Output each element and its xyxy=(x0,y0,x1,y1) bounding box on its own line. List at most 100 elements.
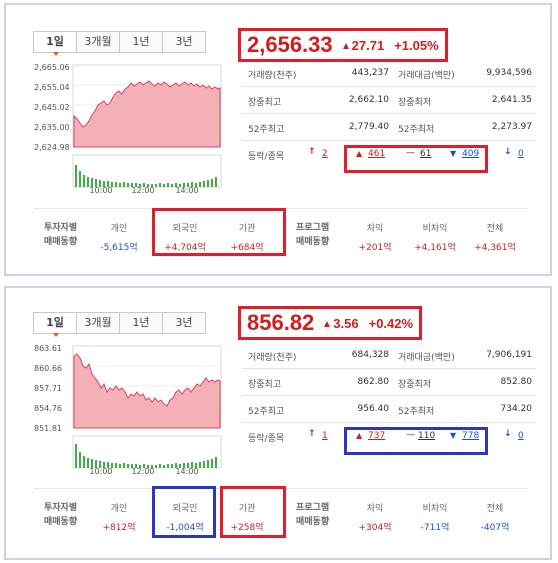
program-total-header: 전체 xyxy=(486,504,504,514)
non-arbitrage-value: -711억 xyxy=(420,523,450,533)
investor-label: 투자자별 매매동향 xyxy=(44,221,77,249)
unchanged-count[interactable]: 61 xyxy=(420,149,432,159)
institution-cell: 기관 +258억 xyxy=(222,501,272,533)
upper-limit-count[interactable]: 2 xyxy=(322,149,328,159)
52week-low-value: 2,273.97 xyxy=(491,122,532,132)
investor-label-line1: 투자자별 xyxy=(44,223,78,233)
turnover-value: 7,906,191 xyxy=(486,350,532,360)
y-tick: 2,665.06 xyxy=(34,63,70,72)
y-tick: 854.76 xyxy=(34,404,62,413)
tab-1year[interactable]: 1년 xyxy=(119,31,163,53)
arbitrage-header: 차익 xyxy=(366,504,384,514)
y-tick: 2,635.00 xyxy=(34,123,70,132)
price-change-percent: +1.05% xyxy=(394,37,439,53)
down-triangle-icon: ▼ xyxy=(450,149,457,158)
non-arbitrage-header: 비차익 xyxy=(422,504,448,514)
investor-trading-section: 투자자별 매매동향 개인 +812억 외국인 -1,004억 기관 +258억 … xyxy=(34,488,528,548)
stats-row-intraday: 장중최고 2,662.10 장중최저 2,641.35 xyxy=(242,87,536,114)
tab-3year[interactable]: 3년 xyxy=(162,31,206,53)
stats-row-intraday: 장중최고 862.80 장중최저 852.80 xyxy=(242,369,536,396)
volume-label: 거래량(천주) xyxy=(248,71,297,81)
up-triangle-icon xyxy=(324,320,331,327)
52week-low-label: 52주최저 xyxy=(398,407,435,417)
unchanged-count[interactable]: 110 xyxy=(418,431,436,441)
arbitrage-value: +304억 xyxy=(358,523,392,533)
price-change-percent: +0.42% xyxy=(368,315,414,331)
intraday-high-value: 2,662.10 xyxy=(348,95,389,105)
foreign-header: 외국인 xyxy=(172,224,198,234)
price-change-value: 27.71 xyxy=(351,37,385,53)
program-total-cell: 전체 +4,361억 xyxy=(470,221,520,253)
individual-cell: 개인 +812억 xyxy=(94,501,144,533)
price-change-value: 3.56 xyxy=(333,315,359,331)
y-tick: 860.66 xyxy=(34,364,62,373)
decline-count[interactable]: 409 xyxy=(462,149,480,159)
program-label-line1: 프로그램 xyxy=(296,223,330,233)
tab-1year[interactable]: 1년 xyxy=(119,312,163,334)
institution-value: +684억 xyxy=(230,243,264,253)
x-tick: 10:00 xyxy=(89,186,113,195)
tab-1day[interactable]: 1일 xyxy=(33,31,77,56)
program-total-cell: 전체 -407억 xyxy=(470,501,520,533)
upper-limit-count[interactable]: 1 xyxy=(322,431,328,441)
stats-row-volume: 거래량(천주) 443,237 거래대금(백만) 9,934,596 xyxy=(242,60,536,87)
intraday-low-value: 852.80 xyxy=(500,377,533,387)
volume-frame xyxy=(72,435,222,469)
intraday-chart: 2,665.06 2,655.04 2,645.02 2,635.00 2,62… xyxy=(34,61,222,195)
foreign-value: +4,704억 xyxy=(164,243,206,253)
stats-table: 거래량(천주) 684,328 거래대금(백만) 7,906,191 장중최고 … xyxy=(242,342,536,450)
program-total-value: -407억 xyxy=(480,523,510,533)
stats-row-52week: 52주최고 2,779.40 52주최저 2,273.97 xyxy=(242,114,536,141)
non-arbitrage-value: +4,161억 xyxy=(414,243,456,253)
tab-3month[interactable]: 3개월 xyxy=(76,31,120,53)
52week-high-label: 52주최고 xyxy=(248,407,285,417)
price-change: 27.71 xyxy=(342,37,385,53)
tab-3month[interactable]: 3개월 xyxy=(76,312,120,334)
program-label-line1: 프로그램 xyxy=(296,503,330,513)
non-arbitrage-header: 비차익 xyxy=(422,224,448,234)
individual-value: -5,615억 xyxy=(100,243,138,253)
investor-label-line2: 매매동향 xyxy=(44,237,78,247)
individual-value: +812억 xyxy=(102,523,136,533)
advance-count[interactable]: 461 xyxy=(368,149,386,159)
52week-high-label: 52주최고 xyxy=(248,125,285,135)
intraday-high-label: 장중최고 xyxy=(248,380,282,390)
foreign-header: 외국인 xyxy=(172,504,198,514)
volume-bars xyxy=(75,165,217,187)
price-area xyxy=(73,353,221,429)
chart-svg xyxy=(72,64,222,188)
intraday-chart: 863.61 860.66 857.71 854.76 851.81 10:00… xyxy=(34,342,222,476)
price-area xyxy=(73,80,221,148)
lower-limit-count[interactable]: 0 xyxy=(518,431,524,441)
lower-limit-count[interactable]: 0 xyxy=(518,149,524,159)
x-tick: 12:00 xyxy=(131,467,155,476)
program-total-header: 전체 xyxy=(486,224,504,234)
intraday-low-value: 2,641.35 xyxy=(491,95,532,105)
upper-limit-arrow-icon: ↑ xyxy=(308,147,316,157)
stats-row-52week: 52주최고 956.40 52주최저 734.20 xyxy=(242,396,536,423)
program-label-line2: 매매동향 xyxy=(296,237,330,247)
lower-limit-arrow-icon: ↓ xyxy=(504,147,512,157)
stats-table: 거래량(천주) 443,237 거래대금(백만) 9,934,596 장중최고 … xyxy=(242,60,536,168)
institution-value: +258억 xyxy=(230,523,264,533)
investor-label-line2: 매매동향 xyxy=(44,517,78,527)
decline-count[interactable]: 778 xyxy=(462,431,480,441)
index-panel-kospi: 1일 3개월 1년 3년 xyxy=(4,3,552,276)
turnover-label: 거래대금(백만) xyxy=(398,71,455,81)
y-tick: 2,624.98 xyxy=(34,143,70,152)
period-tabs: 1일 3개월 1년 3년 xyxy=(33,31,206,56)
up-triangle-icon: ▲ xyxy=(356,149,363,158)
program-label-line2: 매매동향 xyxy=(296,517,330,527)
advance-count[interactable]: 737 xyxy=(368,431,386,441)
turnover-value: 9,934,596 xyxy=(486,68,532,78)
52week-low-label: 52주최저 xyxy=(398,125,435,135)
price-change: 3.56 xyxy=(324,315,359,331)
institution-cell: 기관 +684억 xyxy=(222,221,272,253)
flat-dash-icon: — xyxy=(406,148,415,158)
y-tick: 2,655.04 xyxy=(34,83,70,92)
tab-1day[interactable]: 1일 xyxy=(33,312,77,337)
tab-3year[interactable]: 3년 xyxy=(162,312,206,334)
program-label: 프로그램 매매동향 xyxy=(296,221,329,249)
arbitrage-cell: 차익 +201억 xyxy=(350,221,400,253)
x-tick: 14:00 xyxy=(175,186,199,195)
